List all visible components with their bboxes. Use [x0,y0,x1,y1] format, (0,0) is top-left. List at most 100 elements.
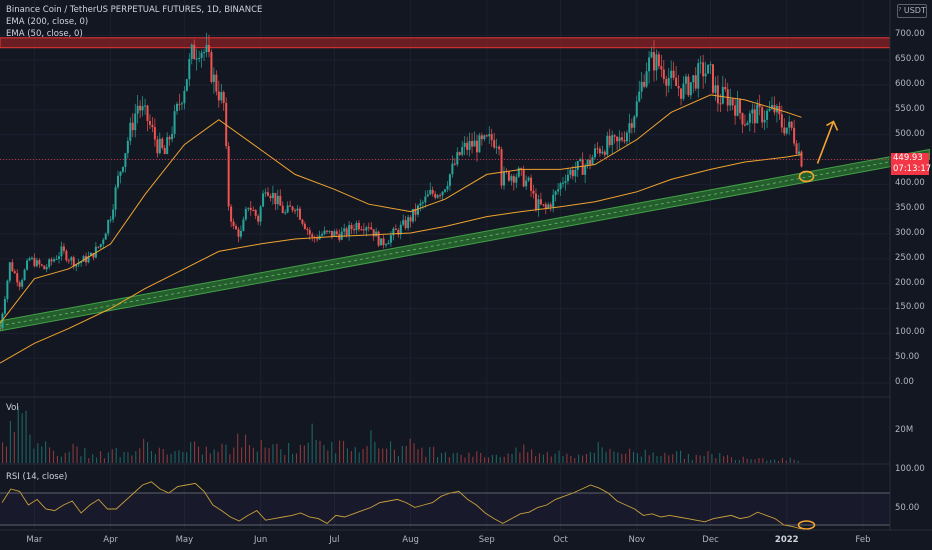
candle-body [618,137,621,142]
volume-bar [29,434,31,463]
candle-body [766,110,769,120]
candle-body [80,261,83,263]
candle-body [724,86,727,90]
candle-body [768,108,771,111]
candle-body [60,246,63,257]
ema-200-legend[interactable]: EMA (200, close, 0) [6,17,89,27]
volume-bar [315,439,317,463]
volume-bar [280,449,282,463]
volume-bar [147,441,149,463]
candle-body [503,171,506,186]
countdown-timer: 07:13:17 [893,164,932,174]
volume-bar [519,452,521,463]
candle-body [731,98,734,106]
volume-bar [484,457,486,463]
candle-body [62,246,65,251]
candle-body [598,148,601,154]
volume-bar [17,406,19,463]
candle-body [721,86,724,104]
price-tick-label: 100.00 [895,327,925,338]
candle-body [490,134,493,141]
candle-body [289,205,292,207]
currency-badge[interactable]: ⁷ USDT [897,4,927,18]
candle-body [190,44,193,59]
candle-body [483,135,486,140]
candle-body [316,238,319,240]
volume-bar [327,450,329,463]
candle-body [675,77,678,86]
volume-bar [789,457,791,463]
candle-body [542,204,545,206]
volume-bar [213,449,215,463]
candle-body [424,196,427,203]
candle-body [382,238,385,246]
candle-body [507,171,510,181]
volume-bar [241,447,243,463]
candle-body [684,76,687,84]
ema-50-line [0,94,802,324]
candle-body [628,123,631,133]
volume-bar [456,452,458,463]
candle-body [97,246,100,248]
candle-body [35,260,38,267]
time-tick-label: Dec [702,535,719,545]
candle-body [751,109,754,114]
volume-bar [480,452,482,463]
volume-bar [464,457,466,463]
candle-body [362,229,365,231]
volume-bar [233,447,235,463]
candle-body [321,234,324,236]
candle-body [254,210,257,216]
rsi-legend[interactable]: RSI (14, close) [6,472,68,482]
candle-body [625,132,628,142]
volume-bar [617,452,619,463]
volume-bar [37,443,39,463]
volume-bar [719,453,721,463]
volume-bar [346,448,348,463]
time-tick-label: Mar [26,535,43,545]
candle-body [242,219,245,231]
volume-bar [307,442,309,463]
candle-body [576,161,579,170]
candle-body [308,230,311,235]
ema-50-legend[interactable]: EMA (50, close, 0) [6,29,83,39]
candle-body [571,169,574,177]
candle-body [402,220,405,225]
candle-body [517,168,520,177]
volume-legend[interactable]: Vol [6,403,19,413]
volume-bar [378,448,380,463]
candle-body [212,74,215,83]
volume-bar [797,460,799,463]
price-tick-label: 400.00 [895,178,925,189]
candle-body [92,252,95,258]
candle-body [338,234,341,240]
candle-body [682,83,685,99]
volume-bar [738,459,740,463]
candle-body [689,82,692,96]
candle-body [648,57,651,72]
candle-body [446,185,449,190]
rsi-oversold-circle [797,520,816,530]
candle-body [407,217,410,229]
candle-body [303,223,306,229]
candle-body [640,81,643,92]
volume-bar [342,440,345,463]
volume-bar [538,453,541,463]
candle-body [16,273,19,283]
volume-bar [703,456,705,463]
candle-body [458,152,461,155]
candle-body [215,74,218,92]
candle-body [188,58,191,80]
volume-bar [72,443,74,463]
volume-bar [237,433,239,463]
candle-body [330,230,333,237]
candle-body [566,174,569,182]
volume-bar [676,451,678,463]
time-tick-label: Jul [329,535,340,545]
volume-bar [123,451,125,463]
candle-body [746,122,749,126]
candle-body [734,105,737,116]
volume-bar [5,446,8,463]
volume-bar [585,453,588,463]
